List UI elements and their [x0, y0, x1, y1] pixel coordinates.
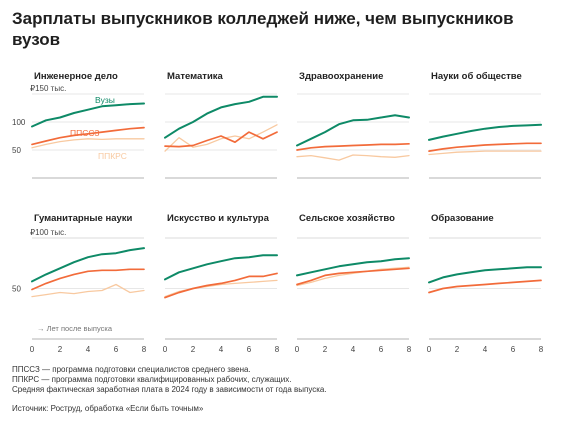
panel-title: Науки об обществе — [431, 71, 522, 82]
series-line-vuz — [428, 123, 542, 141]
series-line-vuz — [164, 95, 278, 139]
x-tick-label: 4 — [483, 345, 488, 354]
x-tick-label: 0 — [30, 345, 35, 354]
series-line-ppkrs — [164, 124, 278, 152]
chart-title: Зарплаты выпускников колледжей ниже, чем… — [12, 9, 514, 49]
x-tick-label: 2 — [323, 345, 328, 354]
x-tick-label: 8 — [275, 345, 280, 354]
series-line-ppssz — [31, 268, 145, 291]
series-line-ppssz — [164, 272, 278, 299]
series-line-ppssz — [428, 142, 542, 152]
series-line-vuz — [164, 254, 278, 281]
series-line-ppkrs — [31, 138, 145, 149]
x-tick-label: 2 — [455, 345, 460, 354]
series-label-vuz: Вузы — [95, 95, 115, 105]
panel-8: Образование 0 2 4 6 8 — [427, 213, 544, 354]
panel-6: Искусство и культура 0 2 4 6 8 — [163, 213, 280, 354]
source-note: Источник: Роструд, обработка «Если быть … — [12, 404, 204, 413]
panel-title: Сельское хозяйство — [299, 213, 395, 224]
x-tick-label: 4 — [86, 345, 91, 354]
series-line-ppssz — [164, 131, 278, 148]
panel-title: Математика — [167, 71, 224, 82]
panel-5: Гуманитарные науки ₽100 тыс. 50 0 2 4 6 8 → Лет … — [12, 213, 147, 354]
x-tick-label: 2 — [191, 345, 196, 354]
series-line-vuz — [296, 257, 410, 277]
panel-title: Здравоохранение — [299, 71, 383, 82]
x-tick-label: 4 — [351, 345, 356, 354]
series-label-ppkrs: ППКРС — [98, 151, 127, 161]
footnote-ppssz: ППССЗ — программа подготовки специалисто… — [12, 365, 251, 374]
x-tick-label: 4 — [219, 345, 224, 354]
x-tick-label: 6 — [379, 345, 384, 354]
panel-title: Инженерное дело — [34, 71, 118, 82]
footnotes: ППССЗ — программа подготовки специалисто… — [12, 365, 327, 395]
x-tick-label: 0 — [295, 345, 300, 354]
y-tick-label: 100 — [12, 118, 26, 127]
panel-4: Науки об обществе — [428, 71, 542, 179]
x-tick-label: 6 — [247, 345, 252, 354]
series-line-vuz — [428, 266, 542, 284]
y-tick-label: 50 — [12, 146, 21, 155]
panel-1: Инженерное дело ₽150 тыс. 50 100 Вузы ППССЗ ПП… — [12, 71, 145, 179]
series-line-ppkrs — [31, 283, 145, 298]
footnote-method: Средняя фактическая заработная плата в 2… — [12, 385, 327, 394]
series-line-ppkrs — [296, 154, 410, 161]
y-tick-label: 50 — [12, 285, 21, 294]
series-line-ppkrs — [428, 150, 542, 156]
series-label-ppssz: ППССЗ — [70, 128, 100, 138]
panel-title: Гуманитарные науки — [34, 213, 133, 224]
x-tick-label: 8 — [539, 345, 544, 354]
panel-title: Искусство и культура — [167, 213, 270, 224]
series-line-ppssz — [296, 142, 410, 151]
series-line-ppkrs — [296, 266, 410, 287]
x-tick-label: 8 — [407, 345, 412, 354]
panel-3: Здравоохранение — [296, 71, 410, 179]
panel-title: Образование — [431, 213, 494, 224]
x-tick-label: 2 — [58, 345, 63, 354]
panel-2: Математика — [164, 71, 278, 179]
panel-7: Сельское хозяйство 0 2 4 6 8 — [295, 213, 412, 354]
x-tick-label: 6 — [511, 345, 516, 354]
series-line-ppssz — [428, 279, 542, 294]
x-tick-label: 0 — [163, 345, 168, 354]
series-line-vuz — [31, 247, 145, 283]
series-line-ppssz — [31, 126, 145, 146]
x-tick-label: 0 — [427, 345, 432, 354]
footnote-ppkrs: ППКРС — программа подготовки квалифициро… — [12, 375, 292, 384]
y-tick-label: ₽150 тыс. — [30, 84, 66, 93]
series-line-vuz — [296, 114, 410, 147]
x-axis-note: → Лет после выпуска — [37, 324, 113, 333]
x-tick-label: 8 — [142, 345, 147, 354]
x-tick-label: 6 — [114, 345, 119, 354]
series-line-vuz — [31, 102, 145, 128]
series-line-ppssz — [296, 267, 410, 286]
y-tick-label: ₽100 тыс. — [30, 228, 66, 237]
